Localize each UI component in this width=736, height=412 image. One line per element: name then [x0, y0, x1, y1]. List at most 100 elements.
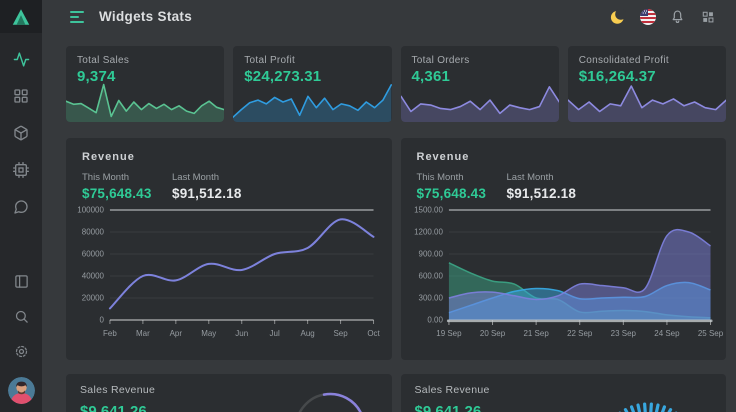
notifications-button[interactable]	[669, 8, 686, 25]
svg-text:0.00: 0.00	[427, 316, 443, 325]
sparkline-chart	[66, 80, 224, 122]
gauge-chart	[596, 388, 700, 412]
svg-text:Aug: Aug	[301, 329, 315, 338]
sidebar-item-dashboard[interactable]	[12, 87, 30, 105]
svg-text:Jun: Jun	[235, 329, 248, 338]
language-selector-button[interactable]	[639, 8, 656, 25]
last-month-value: $91,512.18	[172, 186, 244, 201]
svg-text:900.00: 900.00	[418, 250, 443, 259]
sidebar	[0, 0, 42, 412]
last-month-value: $91,512.18	[507, 186, 579, 201]
svg-text:Mar: Mar	[136, 329, 150, 338]
svg-text:19 Sep: 19 Sep	[436, 329, 462, 338]
last-month-label: Last Month	[172, 172, 244, 183]
revenue-card-monthly: Revenue This Month $75,648.43 Last Month…	[66, 138, 392, 360]
us-flag-icon	[640, 9, 656, 25]
svg-text:80000: 80000	[82, 228, 105, 237]
sidebar-nav	[12, 50, 30, 216]
svg-text:23 Sep: 23 Sep	[610, 329, 636, 338]
content: Total Sales 9,374 Total Profit $24,273.3…	[42, 33, 736, 412]
dashboard-grid-icon	[13, 88, 29, 104]
sparkline-chart	[568, 80, 726, 122]
svg-text:0: 0	[99, 316, 104, 325]
svg-text:Jul: Jul	[270, 329, 280, 338]
card-title: Revenue	[401, 138, 727, 163]
chat-bubble-icon	[13, 199, 29, 215]
svg-text:21 Sep: 21 Sep	[523, 329, 549, 338]
card-title: Revenue	[66, 138, 392, 163]
sidebar-bottom	[8, 272, 35, 412]
svg-text:Feb: Feb	[103, 329, 117, 338]
stat-label: Total Orders	[412, 55, 470, 66]
svg-text:Apr: Apr	[170, 329, 183, 338]
cpu-chip-icon	[13, 162, 29, 178]
sparkline-chart	[401, 80, 559, 122]
main-area: Widgets Stats	[42, 0, 736, 412]
header-actions	[609, 8, 716, 25]
stat-label: Consolidated Profit	[579, 55, 669, 66]
sidebar-item-products[interactable]	[12, 124, 30, 142]
page-title: Widgets Stats	[99, 9, 192, 24]
sidebar-item-activity[interactable]	[12, 50, 30, 68]
apps-menu-button[interactable]	[699, 8, 716, 25]
app-root: Widgets Stats	[0, 0, 736, 412]
settings-gear-icon	[14, 344, 29, 359]
sales-revenue-card-gauge: Sales Revenue $9,641.26	[401, 374, 727, 412]
stat-label: Total Sales	[77, 55, 129, 66]
sidebar-item-layout[interactable]	[12, 272, 30, 290]
svg-text:100000: 100000	[77, 206, 104, 215]
stat-card-total-orders: Total Orders 4,361	[401, 46, 559, 122]
hamburger-menu-icon[interactable]	[70, 10, 86, 24]
sidebar-item-messages[interactable]	[12, 198, 30, 216]
svg-text:600.00: 600.00	[418, 272, 443, 281]
this-month-value: $75,648.43	[417, 186, 489, 201]
sidebar-item-system[interactable]	[12, 161, 30, 179]
revenue-line-chart: 0 20000 40000 60000 80000 100000 Feb Mar Apr May J…	[66, 200, 392, 352]
sparkline-chart	[233, 80, 391, 122]
svg-text:1500.00: 1500.00	[414, 206, 443, 215]
svg-text:60000: 60000	[82, 250, 105, 259]
this-month-value: $75,648.43	[82, 186, 154, 201]
stats-row: Total Sales 9,374 Total Profit $24,273.3…	[66, 46, 726, 122]
svg-text:1200.00: 1200.00	[414, 228, 443, 237]
activity-icon	[13, 51, 30, 68]
svg-text:Oct: Oct	[367, 329, 380, 338]
last-month-label: Last Month	[507, 172, 579, 183]
header: Widgets Stats	[42, 0, 736, 33]
logo-triangle-icon	[10, 6, 32, 28]
svg-text:300.00: 300.00	[418, 294, 443, 303]
donut-chart	[294, 392, 366, 412]
svg-text:40000: 40000	[82, 272, 105, 281]
moon-icon	[610, 9, 626, 25]
apps-grid-icon	[701, 10, 715, 24]
svg-text:22 Sep: 22 Sep	[567, 329, 593, 338]
this-month-label: This Month	[417, 172, 489, 183]
this-month-label: This Month	[82, 172, 154, 183]
avatar-image-icon	[8, 377, 35, 404]
svg-text:Sep: Sep	[333, 329, 348, 338]
revenue-card-daily: Revenue This Month $75,648.43 Last Month…	[401, 138, 727, 360]
layout-panel-icon	[14, 274, 29, 289]
stat-card-total-profit: Total Profit $24,273.31	[233, 46, 391, 122]
svg-text:25 Sep: 25 Sep	[697, 329, 723, 338]
search-icon	[14, 309, 29, 324]
sidebar-item-search[interactable]	[12, 307, 30, 325]
stat-label: Total Profit	[244, 55, 295, 66]
svg-text:24 Sep: 24 Sep	[654, 329, 680, 338]
revenue-area-chart: 0.00 300.00 600.00 900.00 1200.00 1500.00 19 S…	[401, 200, 727, 352]
svg-text:May: May	[201, 329, 216, 338]
user-avatar[interactable]	[8, 377, 35, 404]
app-logo[interactable]	[0, 0, 42, 33]
stat-card-consolidated-profit: Consolidated Profit $16,264.37	[568, 46, 726, 122]
charts-row: Revenue This Month $75,648.43 Last Month…	[66, 138, 726, 360]
sidebar-item-settings[interactable]	[12, 342, 30, 360]
bell-icon	[670, 9, 685, 24]
stat-card-total-sales: Total Sales 9,374	[66, 46, 224, 122]
package-box-icon	[13, 125, 29, 141]
svg-text:20000: 20000	[82, 294, 105, 303]
theme-toggle-button[interactable]	[609, 8, 626, 25]
svg-text:20 Sep: 20 Sep	[479, 329, 505, 338]
revenue-summary: This Month $75,648.43 Last Month $91,512…	[66, 163, 392, 201]
sales-revenue-card-donut: Sales Revenue $9,641.26	[66, 374, 392, 412]
bottom-row: Sales Revenue $9,641.26 Sales Revenue $9…	[66, 374, 726, 412]
